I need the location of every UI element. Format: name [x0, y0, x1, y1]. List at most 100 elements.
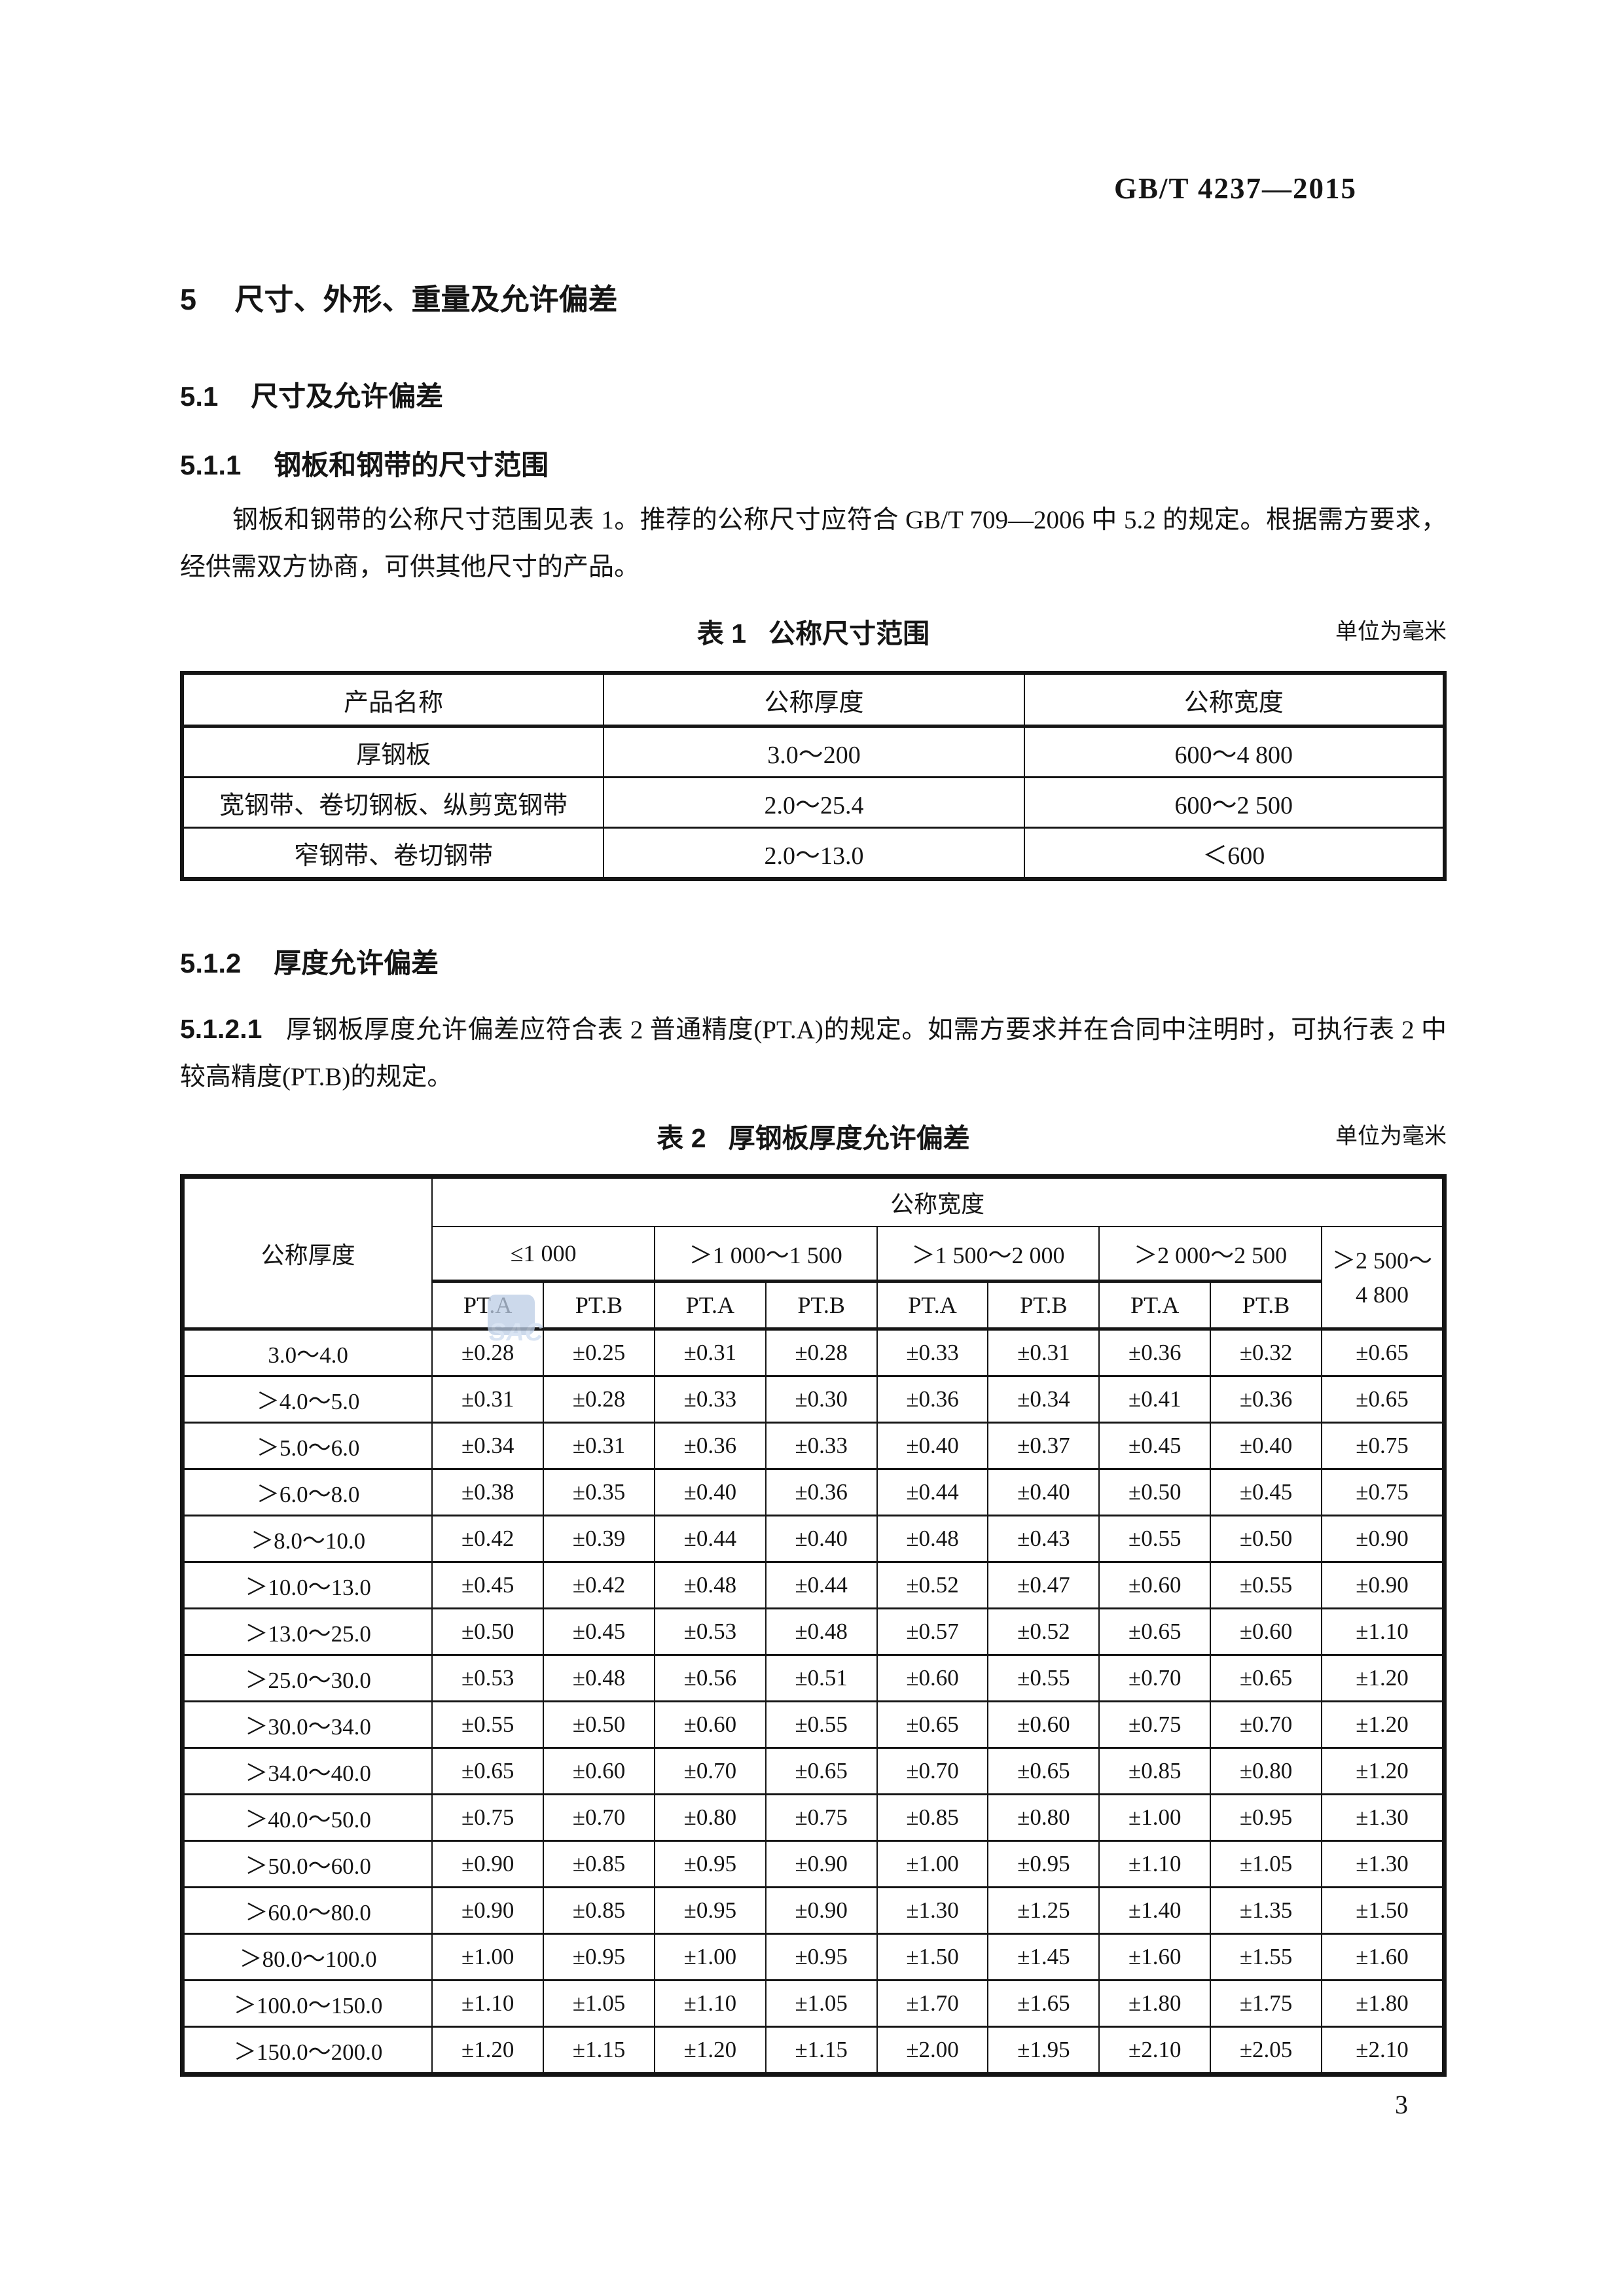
- tolerance-cell: ±0.48: [765, 1607, 878, 1656]
- tolerance-cell: ±0.85: [543, 1840, 655, 1888]
- table1-unit-note: 单位为毫米: [1335, 620, 1447, 644]
- tolerance-cell: ±0.85: [543, 1886, 655, 1935]
- thickness-range-cell: ＞34.0～40.0: [181, 1747, 433, 1795]
- tolerance-cell: ±0.40: [876, 1422, 989, 1470]
- table1-header-row: 产品名称 公称厚度 公称宽度: [181, 672, 1446, 728]
- table1-header-thickness: 公称厚度: [603, 672, 1025, 728]
- tolerance-cell: ±1.05: [543, 1979, 655, 2028]
- heading-clause-5: 5 尺寸、外形、重量及允许偏差: [180, 280, 1447, 319]
- tolerance-cell: ±1.25: [987, 1886, 1100, 1935]
- tolerance-cell: ±1.95: [987, 2026, 1100, 2075]
- table2-row: ＞60.0～80.0 ±0.90 ±0.85 ±0.95 ±0.90 ±1.30…: [181, 1886, 1445, 1935]
- tolerance-cell: ±0.75: [1098, 1700, 1212, 1749]
- thickness-cell: 3.0～200: [603, 725, 1025, 778]
- tolerance-cell: ±0.80: [987, 1793, 1100, 1842]
- tolerance-cell: ±0.38: [431, 1468, 545, 1516]
- thickness-range-cell: ＞50.0～60.0: [181, 1840, 433, 1888]
- tolerance-cell: ±0.90: [765, 1886, 878, 1935]
- tolerance-cell: ±0.33: [765, 1422, 878, 1470]
- tolerance-cell: ±0.95: [765, 1933, 878, 1981]
- tolerance-cell: ±0.52: [876, 1561, 989, 1609]
- tolerance-cell: ±0.95: [653, 1886, 767, 1935]
- tolerance-cell: ±0.40: [653, 1468, 767, 1516]
- tolerance-cell: ±0.56: [653, 1654, 767, 1702]
- heading-clause-5-1-2: 5.1.2 厚度允许偏差: [180, 944, 1447, 983]
- tolerance-cell: ±1.50: [1321, 1886, 1445, 1935]
- tolerance-cell: ±0.32: [1210, 1328, 1322, 1377]
- tolerance-cell: ±0.90: [431, 1840, 545, 1888]
- tolerance-cell: ±0.65: [987, 1747, 1100, 1795]
- clause-number: 5.1.1: [180, 450, 242, 480]
- table2: 公称厚度 公称宽度 ≤1 000 ＞1 000～1 500 ＞1 500～2 0…: [180, 1174, 1447, 2077]
- thickness-range-cell: ＞80.0～100.0: [181, 1933, 433, 1981]
- tolerance-cell: ±0.55: [1210, 1561, 1322, 1609]
- page-content: 5 尺寸、外形、重量及允许偏差 5.1 尺寸及允许偏差 5.1.1 钢板和钢带的…: [0, 280, 1624, 2077]
- table1-row: 宽钢带、卷切钢板、纵剪宽钢带 2.0～25.4 600～2 500: [181, 776, 1446, 829]
- tolerance-cell: ±0.95: [1210, 1793, 1322, 1842]
- tolerance-cell: ±0.55: [1098, 1515, 1212, 1563]
- table1-caption-row: 表 1 公称尺寸范围 单位为毫米: [180, 615, 1447, 653]
- table2-header-row-precision: PT.A PT.B PT.A PT.B PT.A PT.B PT.A PT.B: [183, 1280, 1445, 1331]
- tolerance-cell: ±0.65: [431, 1747, 545, 1795]
- tolerance-cell: ±1.10: [653, 1979, 767, 2028]
- thickness-range-cell: ＞10.0～13.0: [181, 1561, 433, 1609]
- tolerance-cell: ±0.43: [987, 1515, 1100, 1563]
- tolerance-cell: ±1.60: [1321, 1933, 1445, 1981]
- tolerance-cell: ±1.30: [876, 1886, 989, 1935]
- tolerance-cell: ±0.33: [876, 1328, 989, 1377]
- thickness-range-cell: ＞5.0～6.0: [181, 1422, 433, 1470]
- tolerance-cell: ±1.00: [431, 1933, 545, 1981]
- thickness-range-cell: ＞30.0～34.0: [181, 1700, 433, 1749]
- tolerance-cell: ±0.42: [543, 1561, 655, 1609]
- tolerance-cell: ±0.53: [431, 1654, 545, 1702]
- table2-row: ＞25.0～30.0 ±0.53 ±0.48 ±0.56 ±0.51 ±0.60…: [181, 1654, 1445, 1702]
- table2-row: ＞6.0～8.0 ±0.38 ±0.35 ±0.40 ±0.36 ±0.44 ±…: [181, 1468, 1445, 1516]
- tolerance-cell: ±0.52: [987, 1607, 1100, 1656]
- tolerance-cell: ±0.34: [431, 1422, 545, 1470]
- tolerance-cell: ±1.60: [1098, 1933, 1212, 1981]
- tolerance-cell: ±0.53: [653, 1607, 767, 1656]
- table2-row: ＞5.0～6.0 ±0.34 ±0.31 ±0.36 ±0.33 ±0.40 ±…: [181, 1422, 1445, 1470]
- tolerance-cell: ±0.40: [987, 1468, 1100, 1516]
- tolerance-cell: ±2.10: [1098, 2026, 1212, 2075]
- tolerance-cell: ±1.20: [431, 2026, 545, 2075]
- tolerance-cell: ±0.95: [987, 1840, 1100, 1888]
- tolerance-cell: ±1.15: [765, 2026, 878, 2075]
- tolerance-cell: ±0.45: [431, 1561, 545, 1609]
- tolerance-cell: ±0.28: [431, 1328, 545, 1377]
- table2-row: ＞80.0～100.0 ±1.00 ±0.95 ±1.00 ±0.95 ±1.5…: [181, 1933, 1445, 1981]
- tolerance-cell: ±1.80: [1321, 1979, 1445, 2028]
- thickness-range-cell: ＞6.0～8.0: [181, 1468, 433, 1516]
- tolerance-cell: ±0.60: [876, 1654, 989, 1702]
- tolerance-cell: ±0.34: [987, 1375, 1100, 1424]
- tolerance-cell: ±0.39: [543, 1515, 655, 1563]
- tolerance-cell: ±0.35: [543, 1468, 655, 1516]
- tolerance-cell: ±2.05: [1210, 2026, 1322, 2075]
- thickness-cell: 2.0～25.4: [603, 776, 1025, 829]
- table2-row: ＞8.0～10.0 ±0.42 ±0.39 ±0.44 ±0.40 ±0.48 …: [181, 1515, 1445, 1563]
- heading-clause-5-1: 5.1 尺寸及允许偏差: [180, 377, 1447, 416]
- table2-row: ＞150.0～200.0 ±1.20 ±1.15 ±1.20 ±1.15 ±2.…: [181, 2026, 1445, 2075]
- width-cell: 600～4 800: [1023, 725, 1446, 778]
- tolerance-cell: ±0.70: [876, 1747, 989, 1795]
- tolerance-cell: ±0.60: [543, 1747, 655, 1795]
- table2-caption: 表 2 厚钢板厚度允许偏差: [657, 1119, 969, 1157]
- table2-caption-row: 表 2 厚钢板厚度允许偏差 单位为毫米: [180, 1119, 1447, 1157]
- tolerance-cell: ±0.85: [876, 1793, 989, 1842]
- clause-number: 5.1.2.1: [180, 1014, 262, 1044]
- table1-caption: 表 1 公称尺寸范围: [697, 615, 929, 653]
- tolerance-cell: ±0.70: [1210, 1700, 1322, 1749]
- tolerance-cell: ±0.65: [1321, 1375, 1445, 1424]
- table2-row: ＞4.0～5.0 ±0.31 ±0.28 ±0.33 ±0.30 ±0.36 ±…: [181, 1375, 1445, 1424]
- width-range-cell-last: ＞2 500～ 4 800: [1321, 1226, 1445, 1331]
- tolerance-cell: ±0.65: [765, 1747, 878, 1795]
- product-name-cell: 厚钢板: [181, 725, 605, 778]
- width-range-cell: ＞1 000～1 500: [653, 1226, 878, 1283]
- tolerance-cell: ±0.60: [987, 1700, 1100, 1749]
- clause-number: 5.1: [180, 381, 219, 412]
- tolerance-cell: ±0.60: [1098, 1561, 1212, 1609]
- thickness-range-cell: ＞40.0～50.0: [181, 1793, 433, 1842]
- tolerance-cell: ±0.50: [1210, 1515, 1322, 1563]
- table2-row: ＞100.0～150.0 ±1.10 ±1.05 ±1.10 ±1.05 ±1.…: [181, 1979, 1445, 2028]
